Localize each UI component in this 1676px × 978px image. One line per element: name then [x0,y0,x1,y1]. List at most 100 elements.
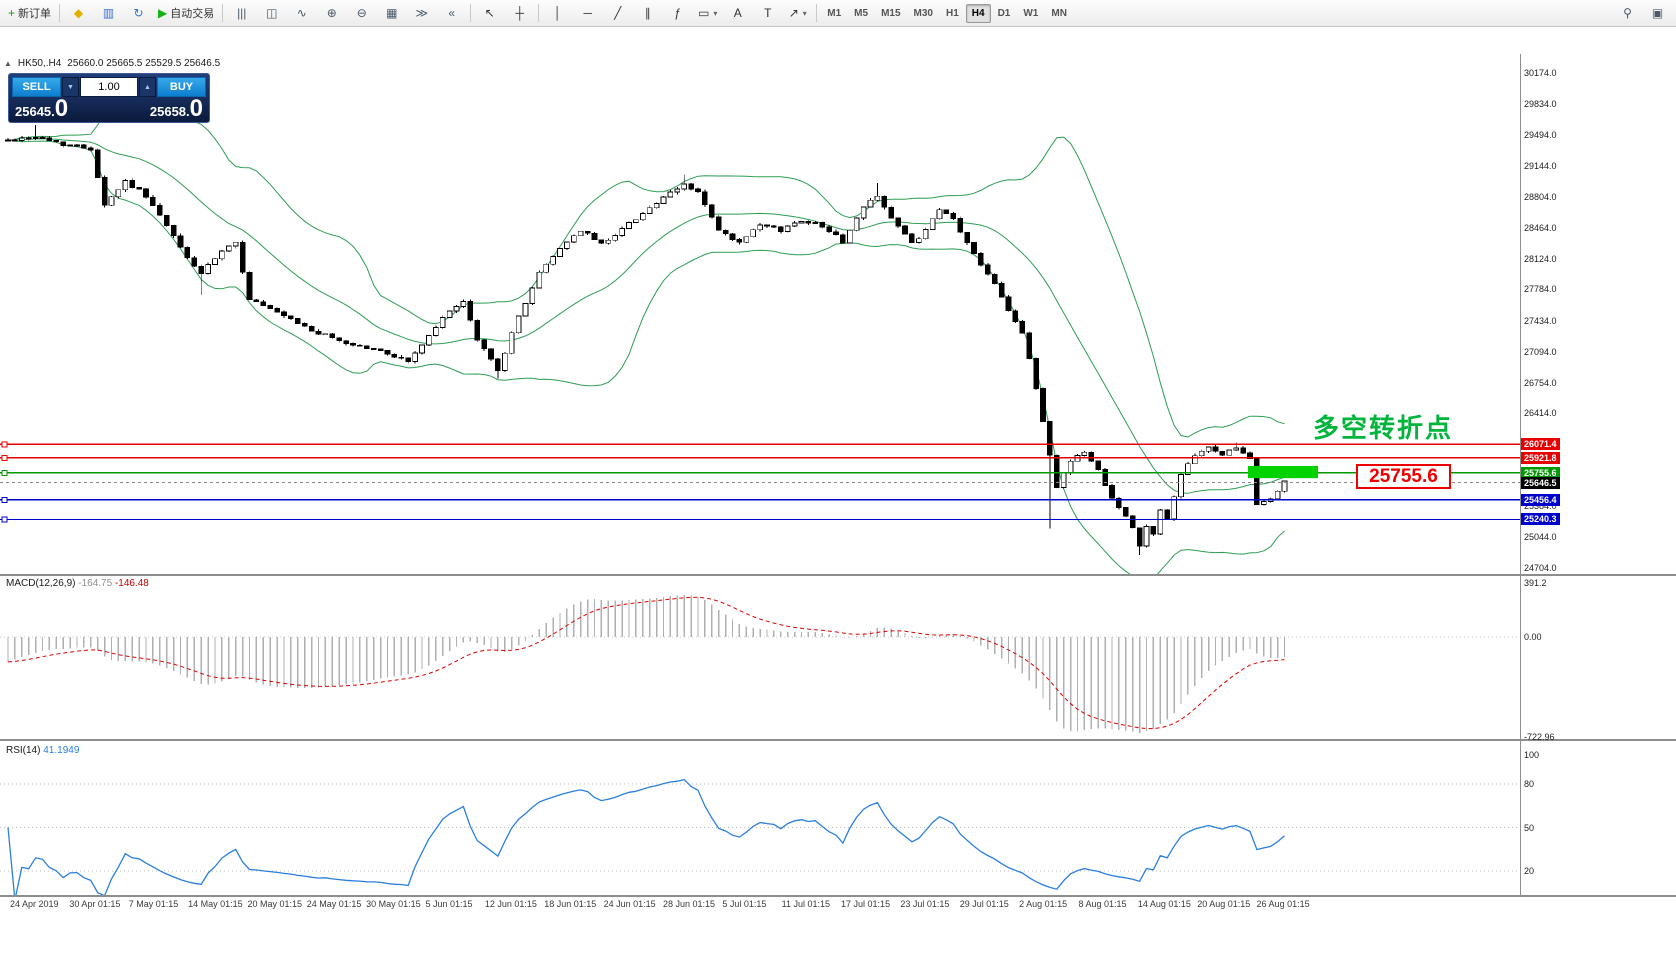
zoom-in-icon[interactable]: ⊕ [317,2,346,25]
chart-shift-icon-glyph: « [448,6,456,20]
toolbar-separator [470,4,472,22]
refresh-icon[interactable]: ↻ [124,2,153,25]
market-watch-icon[interactable]: ▥ [94,2,123,25]
time-axis-separator [0,895,1676,897]
bollinger-upper-band [7,109,1285,438]
time-axis-label: 30 May 01:15 [366,899,421,909]
rsi-pane[interactable] [0,742,1520,895]
horizontal-line-icon[interactable]: ─ [573,2,602,25]
hlines-layer [0,441,1520,523]
volume-up-button[interactable]: ▲ [139,77,156,97]
fibonacci-icon[interactable]: ƒ [663,2,692,25]
timeframe-h1[interactable]: H1 [945,7,959,19]
autotrading-button-label: 自动交易 [170,8,215,20]
chart-header: ▲ HK50,.H4 25660.0 25665.5 25529.5 25646… [4,58,220,69]
chart-line-icon-glyph: ∿ [296,6,307,20]
timeframe-m5[interactable]: M5 [854,7,869,19]
timeframe-h4[interactable]: H4 [965,3,991,23]
zoom-out-icon[interactable]: ⊖ [347,2,376,25]
autotrading-button[interactable]: ▶ 自动交易 [154,2,218,25]
toolbar-separator [59,4,61,22]
arrows-icon[interactable]: ↗ ▾ [783,2,812,25]
sell-button[interactable]: SELL [12,77,61,97]
market-watch-icon-glyph: ▥ [102,6,115,20]
auto-scroll-icon[interactable]: ≫ [407,2,436,25]
indicator-list-icon[interactable]: ◆ [64,2,93,25]
toolbar: + 新订单 ◆ ▥ ↻ ▶ 自动交易 ||| ◫ ∿ ⊕ ⊖ ▦ ≫ «↖ ┼ │ ─ ╱ ∥ ƒ ▭ ▾ A T ↗ ▾ M1 M5 M… [0,0,1676,27]
time-axis[interactable]: 24 Apr 2019 30 Apr 01:15 7 May 01:15 14 May… [0,897,1676,978]
time-axis-label: 18 Jun 01:15 [544,899,597,909]
time-axis-label: 29 Jul 01:15 [959,899,1009,909]
arrows-icon-glyph: ↗ [788,6,799,20]
text-icon[interactable]: A [723,2,752,25]
candles-layer [5,124,1288,555]
vertical-line-icon-glyph: │ [554,6,562,20]
time-axis-label: 20 May 01:15 [247,899,302,909]
caret-down-icon: ▾ [713,8,718,18]
tile-windows-icon-glyph: ▦ [386,6,398,20]
trendline-icon-glyph: ╱ [614,6,622,20]
chart-ohlc-values: 25660.0 25665.5 25529.5 25646.5 [67,58,221,69]
search-icon[interactable]: ⚲ [1613,2,1642,25]
trendline-icon[interactable]: ╱ [603,2,632,25]
timeframe-m1[interactable]: M1 [827,7,842,19]
chart-collapse-button[interactable]: ▲ [4,59,12,68]
search-icon-glyph: ⚲ [1623,6,1632,20]
timeframe-m30[interactable]: M30 [913,7,933,19]
chart-shift-icon[interactable]: « [437,2,466,25]
refresh-icon-glyph: ↻ [133,6,144,20]
time-axis-label: 5 Jun 01:15 [425,899,473,909]
macd-signal-line [7,596,1285,730]
annotation-text[interactable]: 多空转折点 [1313,413,1454,443]
zoom-out-icon-glyph: ⊖ [356,6,367,20]
new-window-icon[interactable]: ▣ [1643,2,1672,25]
timeframe-d1[interactable]: D1 [997,7,1011,19]
timeframe-mn[interactable]: MN [1051,7,1067,19]
channel-icon-glyph: ∥ [644,6,651,20]
time-axis-label: 11 Jul 01:15 [781,899,831,909]
new-order-glyph: + [8,6,16,20]
macd-pane[interactable] [0,577,1520,739]
chart-bars-icon[interactable]: ||| [227,2,256,25]
annotation-price-box[interactable]: 25755.6 [1356,464,1451,489]
buy-button[interactable]: BUY [157,77,206,97]
auto-scroll-icon-glyph: ≫ [415,6,429,20]
time-axis-label: 14 May 01:15 [188,899,243,909]
shapes-icon-glyph: ▭ [698,6,710,20]
toolbar-separator [222,4,224,22]
price-chart-pane[interactable] [0,54,1520,574]
text-icon-glyph: A [733,6,742,20]
volume-down-button[interactable]: ▼ [62,77,79,97]
bollinger-lower-band [7,139,1285,574]
volume-input[interactable] [80,77,138,97]
time-axis-label: 17 Jul 01:15 [841,899,891,909]
cursor-icon-glyph: ↖ [484,6,495,20]
pane-separator-rsi[interactable] [0,739,1676,741]
timeframe-w1[interactable]: W1 [1023,7,1039,19]
chart-line-icon[interactable]: ∿ [287,2,316,25]
shapes-icon[interactable]: ▭ ▾ [693,2,722,25]
new-order-button[interactable]: + 新订单 [4,2,55,25]
timeframe-m15[interactable]: M15 [881,7,901,19]
cursor-icon[interactable]: ↖ [475,2,504,25]
time-axis-label: 5 Jul 01:15 [722,899,767,909]
tile-windows-icon[interactable]: ▦ [377,2,406,25]
price-axis[interactable] [1520,54,1676,895]
chart-candles-icon[interactable]: ◫ [257,2,286,25]
chart-region[interactable]: ▲ HK50,.H4 25660.0 25665.5 25529.5 25646… [0,27,1676,978]
buy-price: 25658. 0 [149,95,203,122]
pane-separator-macd[interactable] [0,574,1676,576]
bollinger-middle-band [7,138,1285,494]
vertical-line-icon[interactable]: │ [543,2,572,25]
time-axis-label: 24 May 01:15 [306,899,362,909]
chart-bars-icon-glyph: ||| [237,6,247,20]
crosshair-icon-glyph: ┼ [515,6,524,20]
chart-candles-icon-glyph: ◫ [266,6,278,20]
new-window-icon-glyph: ▣ [1651,6,1664,20]
highlight-rectangle[interactable] [1248,465,1318,479]
crosshair-icon[interactable]: ┼ [505,2,534,25]
channel-icon[interactable]: ∥ [633,2,662,25]
text-label-icon[interactable]: T [753,2,782,25]
time-axis-label: 7 May 01:15 [128,899,179,909]
caret-down-icon: ▾ [802,8,807,18]
